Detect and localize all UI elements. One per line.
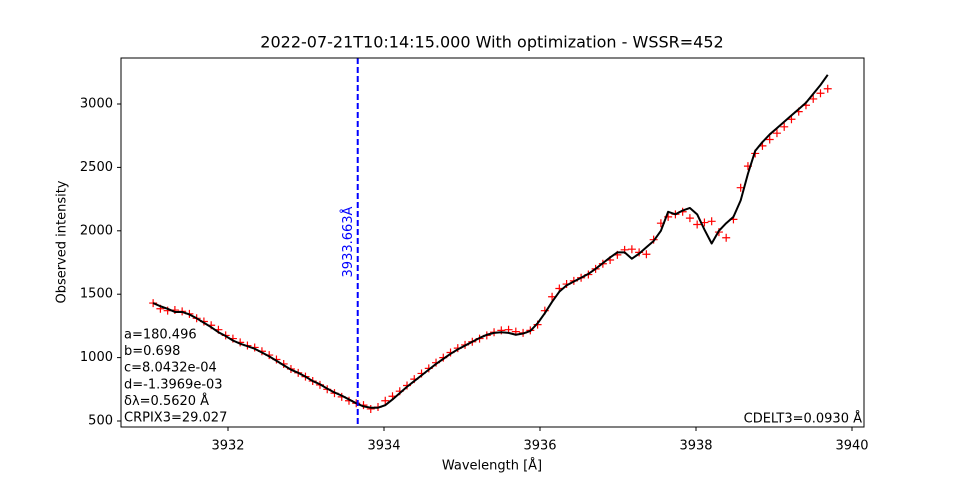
plot-frame bbox=[120, 57, 865, 428]
data-point bbox=[642, 250, 651, 259]
chart-title: 2022-07-21T10:14:15.000 With optimizatio… bbox=[260, 33, 723, 52]
y-tick-label: 1000 bbox=[80, 350, 113, 365]
parameter-annotation: c=8.0432e-04 bbox=[124, 361, 217, 376]
x-tick-label: 3936 bbox=[523, 439, 556, 454]
y-tick-label: 500 bbox=[88, 414, 113, 429]
x-tick-label: 3934 bbox=[367, 439, 400, 454]
parameter-annotation: d=-1.3969e-03 bbox=[124, 377, 223, 392]
y-axis-label: Observed intensity bbox=[55, 180, 70, 303]
parameter-annotation: b=0.698 bbox=[124, 344, 180, 359]
y-tick-label: 1500 bbox=[80, 287, 113, 302]
x-tick-label: 3940 bbox=[835, 439, 868, 454]
data-point bbox=[366, 404, 375, 413]
x-tick-label: 3938 bbox=[679, 439, 712, 454]
data-point bbox=[765, 135, 774, 144]
fit-line bbox=[152, 74, 829, 409]
reference-label: 3933.663Å bbox=[340, 206, 356, 277]
data-point bbox=[823, 84, 832, 93]
data-point bbox=[809, 94, 818, 103]
data-point bbox=[685, 214, 694, 223]
data-point bbox=[693, 220, 702, 229]
y-tick-label: 2000 bbox=[80, 223, 113, 238]
y-tick-label: 2500 bbox=[80, 160, 113, 175]
data-point bbox=[707, 217, 716, 226]
data-point bbox=[627, 245, 636, 254]
data-point bbox=[780, 122, 789, 131]
parameter-annotation: a=180.496 bbox=[124, 328, 197, 343]
x-tick-label: 3932 bbox=[211, 439, 244, 454]
data-point bbox=[816, 89, 825, 98]
parameter-annotation: CDELT3=0.0930 Å bbox=[744, 411, 862, 427]
parameter-annotation: δλ=0.5620 Å bbox=[124, 393, 209, 409]
data-point bbox=[381, 396, 390, 405]
data-point bbox=[722, 233, 731, 242]
parameter-annotation: CRPIX3=29.027 bbox=[124, 411, 227, 426]
y-tick-label: 3000 bbox=[80, 97, 113, 112]
data-point bbox=[772, 129, 781, 138]
x-axis-label: Wavelength [Å] bbox=[442, 458, 542, 474]
